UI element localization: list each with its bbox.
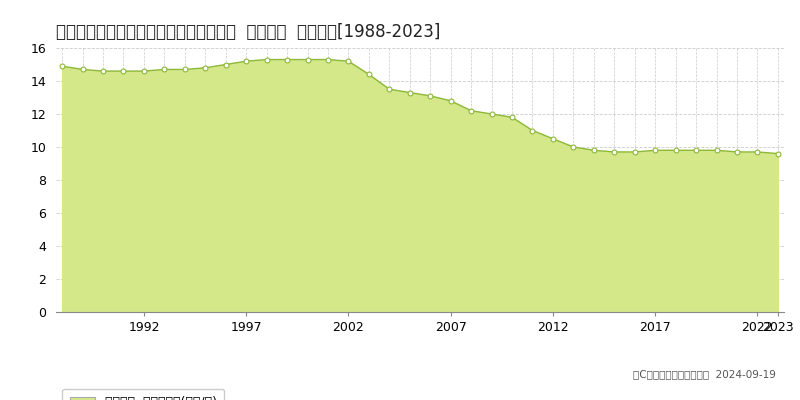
Legend: 公示地価  平均坪単価(万円/坪): 公示地価 平均坪単価(万円/坪) [62,389,224,400]
Text: （C）土地価格ドットコム  2024-09-19: （C）土地価格ドットコム 2024-09-19 [633,369,776,379]
Text: 青森県弘前市大字取上２丁目１５番３５  公示地価  地価推移[1988-2023]: 青森県弘前市大字取上２丁目１５番３５ 公示地価 地価推移[1988-2023] [56,23,440,41]
